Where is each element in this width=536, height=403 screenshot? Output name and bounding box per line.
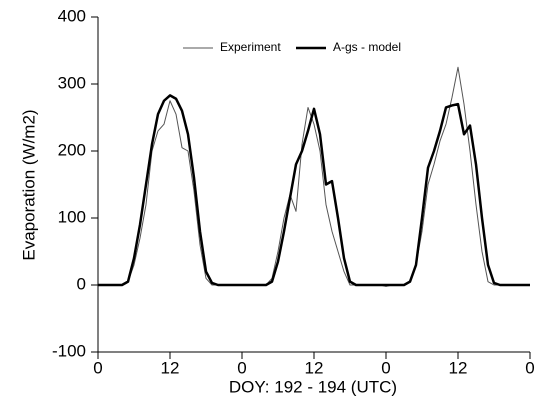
x-axis-label: DOY: 192 - 194 (UTC): [229, 377, 397, 396]
y-tick-label: 100: [58, 207, 86, 226]
y-tick-label: 400: [58, 6, 86, 25]
x-tick-label: 12: [305, 358, 324, 377]
y-axis-label: Evaporation (W/m2): [19, 109, 38, 260]
y-tick-label: 300: [58, 73, 86, 92]
legend-label: A-gs - model: [333, 40, 401, 54]
x-tick-label: 12: [161, 358, 180, 377]
x-tick-label: 0: [525, 358, 534, 377]
data-line: [98, 94, 530, 287]
y-tick-label: 200: [58, 140, 86, 159]
data-line: [98, 66, 530, 287]
y-tick-label: 0: [77, 274, 86, 293]
x-tick-label: 0: [381, 358, 390, 377]
x-tick-label: 0: [237, 358, 246, 377]
y-tick-label: -100: [52, 341, 86, 360]
x-tick-label: 0: [93, 358, 102, 377]
legend-label: Experiment: [220, 40, 281, 54]
x-tick-label: 12: [449, 358, 468, 377]
